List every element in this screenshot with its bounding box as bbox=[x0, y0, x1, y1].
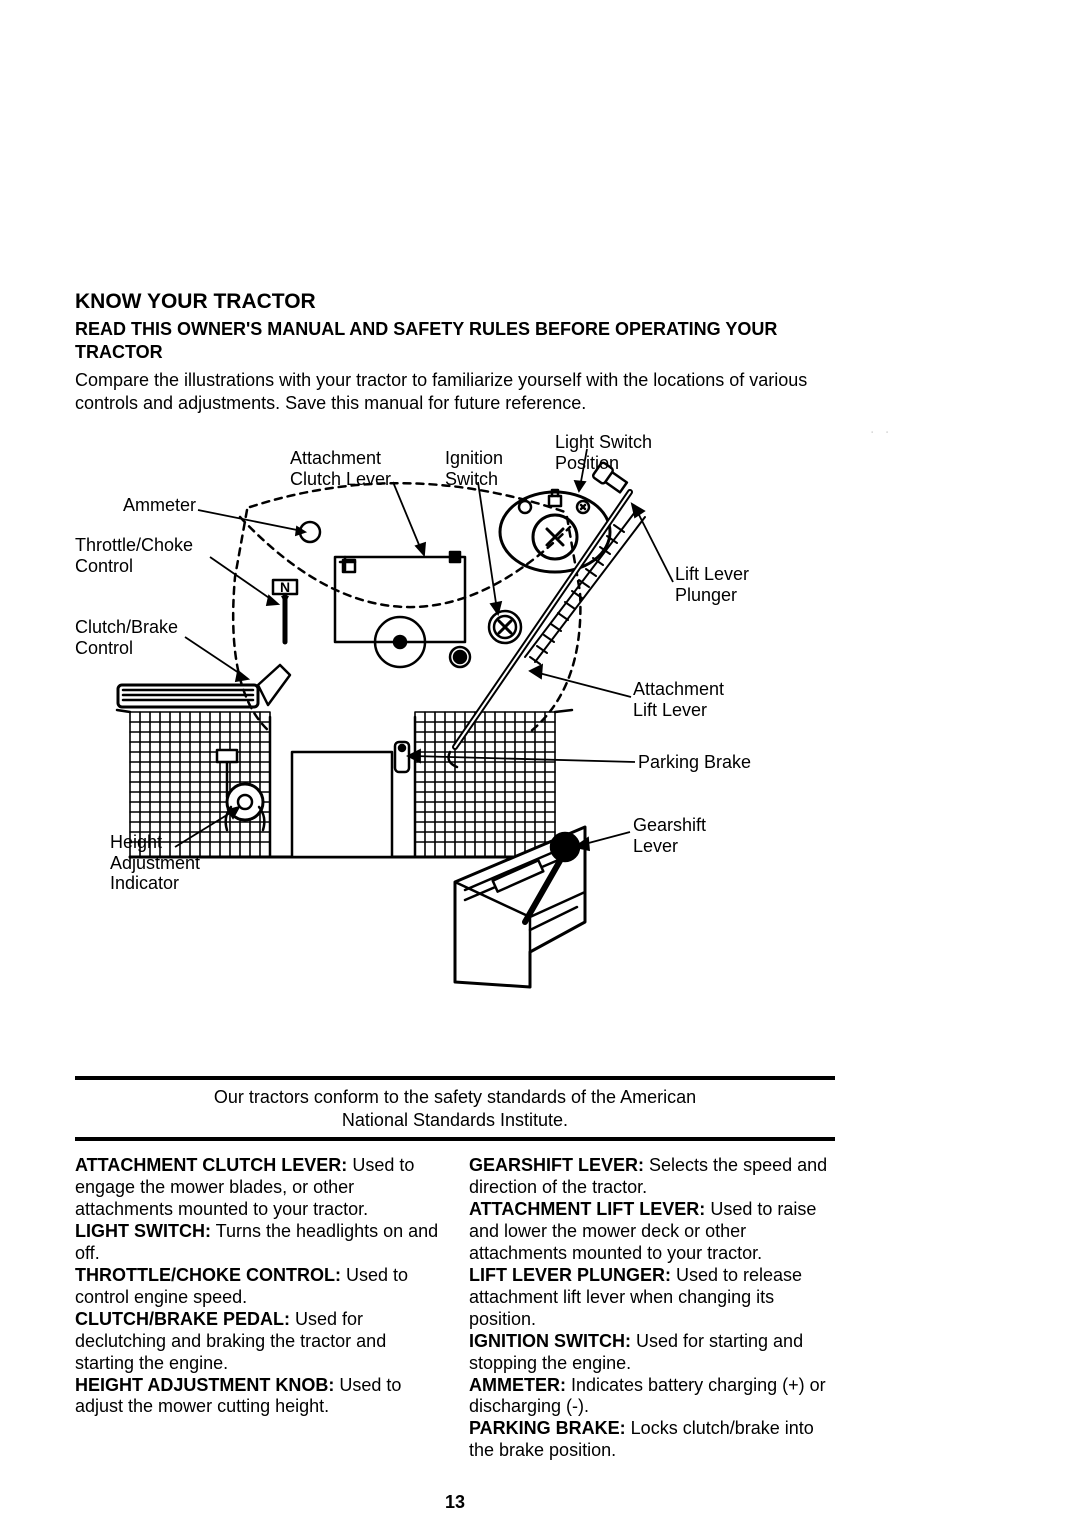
label-clutch-brake: Clutch/BrakeControl bbox=[75, 617, 178, 658]
page-number: 13 bbox=[75, 1492, 835, 1513]
label-attachment-clutch: AttachmentClutch Lever bbox=[290, 448, 391, 489]
def-term: IGNITION SWITCH: bbox=[469, 1331, 631, 1351]
def-term: ATTACHMENT LIFT LEVER: bbox=[469, 1199, 705, 1219]
def-entry: ATTACHMENT CLUTCH LEVER: Used to engage … bbox=[75, 1155, 441, 1221]
def-entry: IGNITION SWITCH: Used for starting and s… bbox=[469, 1331, 835, 1375]
def-entry: ATTACHMENT LIFT LEVER: Used to raise and… bbox=[469, 1199, 835, 1265]
page-heading: KNOW YOUR TRACTOR bbox=[75, 290, 835, 314]
def-term: PARKING BRAKE: bbox=[469, 1418, 626, 1438]
label-ignition: IgnitionSwitch bbox=[445, 448, 503, 489]
def-entry: LIGHT SWITCH: Turns the headlights on an… bbox=[75, 1221, 441, 1265]
defs-col-2: GEARSHIFT LEVER: Selects the speed and d… bbox=[469, 1155, 835, 1462]
def-term: THROTTLE/CHOKE CONTROL: bbox=[75, 1265, 341, 1285]
def-term: ATTACHMENT CLUTCH LEVER: bbox=[75, 1155, 347, 1175]
label-gearshift: GearshiftLever bbox=[633, 815, 706, 856]
def-entry: GEARSHIFT LEVER: Selects the speed and d… bbox=[469, 1155, 835, 1199]
def-term: HEIGHT ADJUSTMENT KNOB: bbox=[75, 1375, 334, 1395]
def-entry: THROTTLE/CHOKE CONTROL: Used to control … bbox=[75, 1265, 441, 1309]
def-entry: AMMETER: Indicates battery charging (+) … bbox=[469, 1375, 835, 1419]
label-parking-brake: Parking Brake bbox=[638, 752, 751, 773]
caption: Our tractors conform to the safety stand… bbox=[75, 1080, 835, 1137]
def-entry: PARKING BRAKE: Locks clutch/brake into t… bbox=[469, 1418, 835, 1462]
intro-text: Compare the illustrations with your trac… bbox=[75, 369, 835, 414]
label-ammeter: Ammeter bbox=[123, 495, 196, 516]
scan-artifact: . . bbox=[870, 420, 892, 438]
def-term: LIFT LEVER PLUNGER: bbox=[469, 1265, 671, 1285]
tractor-diagram: N bbox=[75, 432, 835, 1072]
svg-text:N: N bbox=[280, 579, 290, 595]
label-throttle: Throttle/ChokeControl bbox=[75, 535, 193, 576]
def-entry: HEIGHT ADJUSTMENT KNOB: Used to adjust t… bbox=[75, 1375, 441, 1419]
def-entry: LIFT LEVER PLUNGER: Used to release atta… bbox=[469, 1265, 835, 1331]
def-term: AMMETER: bbox=[469, 1375, 566, 1395]
divider-bot bbox=[75, 1137, 835, 1141]
def-term: LIGHT SWITCH: bbox=[75, 1221, 211, 1241]
label-attach-lift: AttachmentLift Lever bbox=[633, 679, 724, 720]
def-term: GEARSHIFT LEVER: bbox=[469, 1155, 644, 1175]
label-height-adj: HeightAdjustmentIndicator bbox=[110, 832, 200, 894]
def-term: CLUTCH/BRAKE PEDAL: bbox=[75, 1309, 290, 1329]
defs-col-1: ATTACHMENT CLUTCH LEVER: Used to engage … bbox=[75, 1155, 441, 1462]
page-content: KNOW YOUR TRACTOR READ THIS OWNER'S MANU… bbox=[75, 290, 835, 1513]
def-entry: CLUTCH/BRAKE PEDAL: Used for declutching… bbox=[75, 1309, 441, 1375]
label-light-switch: Light SwitchPosition bbox=[555, 432, 652, 473]
label-lift-plunger: Lift LeverPlunger bbox=[675, 564, 749, 605]
page-subheading: READ THIS OWNER'S MANUAL AND SAFETY RULE… bbox=[75, 318, 835, 363]
definitions: ATTACHMENT CLUTCH LEVER: Used to engage … bbox=[75, 1155, 835, 1462]
